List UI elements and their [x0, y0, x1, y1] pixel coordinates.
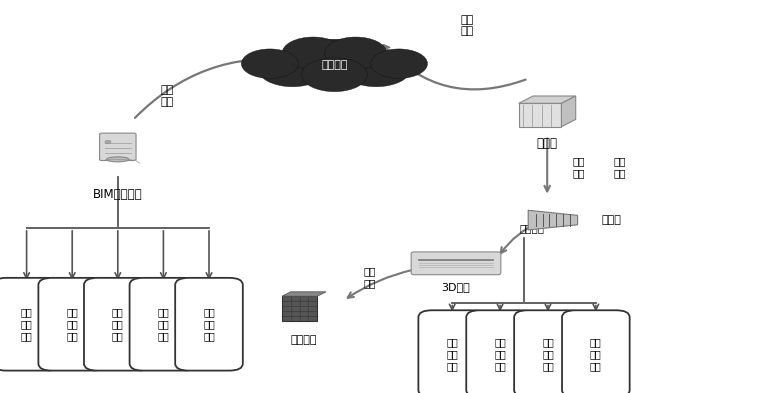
- Text: 样品
打印: 样品 打印: [363, 266, 375, 288]
- Text: 设计
信息: 设计 信息: [160, 86, 174, 107]
- Circle shape: [302, 58, 367, 92]
- Text: 云端平台: 云端平台: [321, 60, 347, 70]
- FancyBboxPatch shape: [518, 103, 562, 127]
- FancyBboxPatch shape: [562, 310, 629, 393]
- Polygon shape: [562, 96, 576, 127]
- Polygon shape: [282, 292, 326, 296]
- FancyBboxPatch shape: [0, 278, 61, 371]
- Text: 信息
录入: 信息 录入: [573, 156, 585, 178]
- Circle shape: [371, 49, 427, 78]
- FancyBboxPatch shape: [467, 310, 534, 393]
- Text: 钢筋
等级
信息: 钢筋 等级 信息: [494, 337, 506, 371]
- Polygon shape: [528, 210, 578, 230]
- FancyBboxPatch shape: [514, 310, 582, 393]
- Text: 其他
参数
信息: 其他 参数 信息: [590, 337, 602, 371]
- Text: 结构
专业
设计: 结构 专业 设计: [66, 307, 78, 341]
- Ellipse shape: [106, 157, 129, 162]
- Text: 生产
工序
信息: 生产 工序 信息: [446, 337, 458, 371]
- Text: 其他
专业
设计: 其他 专业 设计: [203, 307, 215, 341]
- Text: 机电
专业
设计: 机电 专业 设计: [157, 307, 169, 341]
- FancyBboxPatch shape: [100, 133, 136, 160]
- Circle shape: [242, 49, 298, 78]
- Text: 生产厂: 生产厂: [537, 137, 558, 150]
- FancyBboxPatch shape: [84, 278, 152, 371]
- Text: BIM设计平台: BIM设计平台: [93, 188, 143, 201]
- FancyBboxPatch shape: [38, 278, 106, 371]
- Text: 产品
尺寸
信息: 产品 尺寸 信息: [542, 337, 554, 371]
- Circle shape: [341, 51, 411, 87]
- Text: 模型试制: 模型试制: [520, 223, 544, 233]
- Text: 信息
反馈: 信息 反馈: [613, 156, 625, 178]
- Text: 管线
专业
设计: 管线 专业 设计: [112, 307, 124, 341]
- Polygon shape: [518, 96, 576, 103]
- Text: 条形码: 条形码: [602, 215, 622, 225]
- Circle shape: [293, 39, 376, 83]
- Circle shape: [258, 51, 328, 87]
- Text: 样品打印: 样品打印: [291, 335, 317, 345]
- Circle shape: [105, 140, 111, 143]
- FancyBboxPatch shape: [418, 310, 486, 393]
- Circle shape: [325, 37, 387, 69]
- Text: 建筑
专业
设计: 建筑 专业 设计: [21, 307, 33, 341]
- FancyBboxPatch shape: [176, 278, 243, 371]
- Circle shape: [282, 37, 344, 69]
- Text: 3D打印: 3D打印: [442, 282, 470, 292]
- FancyBboxPatch shape: [411, 252, 501, 275]
- FancyBboxPatch shape: [129, 278, 198, 371]
- Text: 生产
信息: 生产 信息: [461, 15, 474, 36]
- FancyBboxPatch shape: [282, 296, 317, 321]
